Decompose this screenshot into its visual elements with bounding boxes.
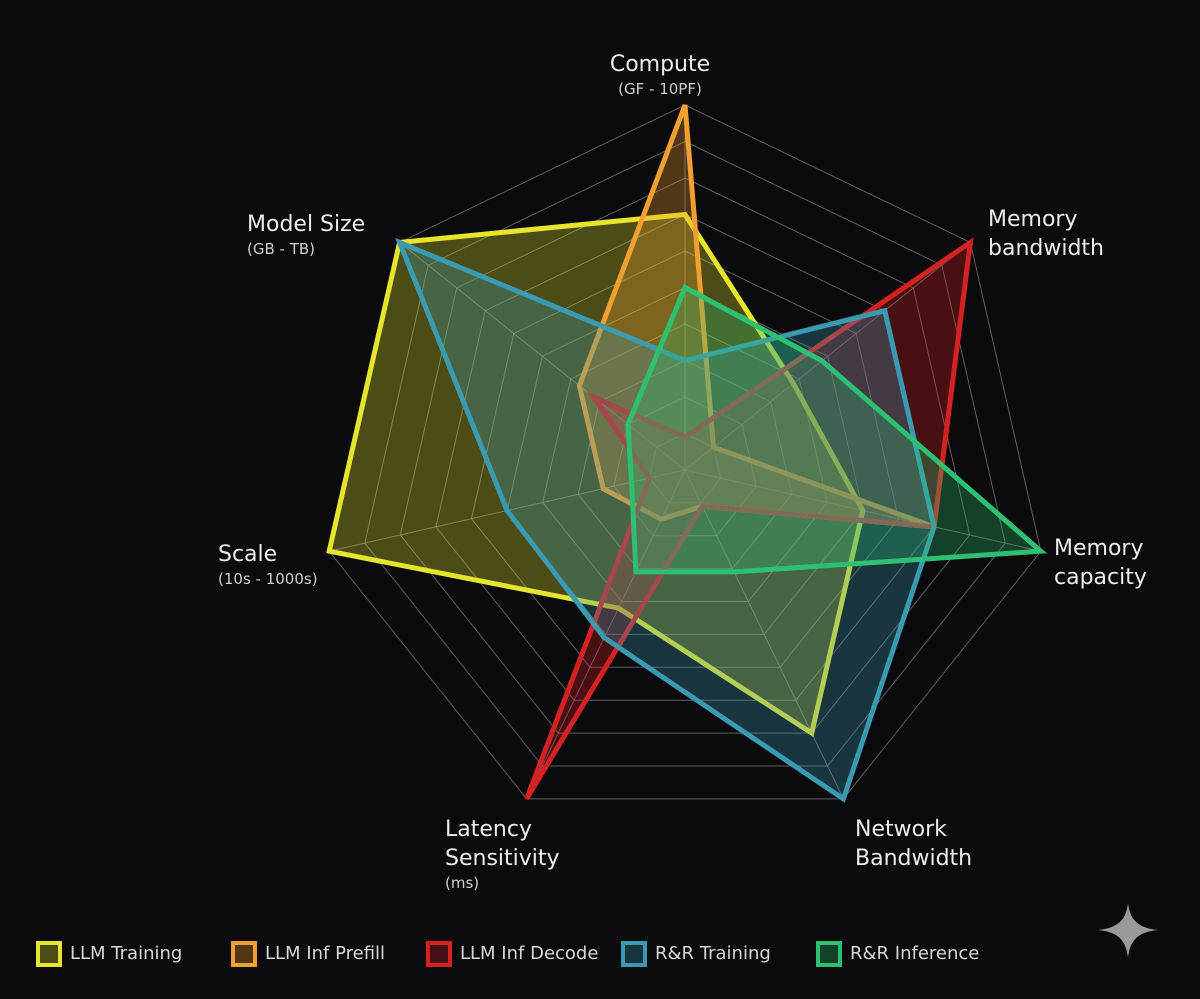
legend-swatch xyxy=(621,941,647,967)
legend-label: R&R Inference xyxy=(850,943,979,964)
legend-label: LLM Training xyxy=(70,943,182,964)
axis-label: Scale (10s - 1000s) xyxy=(218,540,318,589)
axis-name: Model Size xyxy=(247,212,366,237)
axis-label: Latency Sensitivity (ms) xyxy=(445,815,595,893)
legend-item: LLM Inf Decode xyxy=(426,941,598,967)
axis-unit: (GF - 10PF) xyxy=(618,80,702,98)
legend-label: LLM Inf Prefill xyxy=(265,943,385,964)
sparkle-icon xyxy=(1098,903,1158,958)
legend-label: R&R Training xyxy=(655,943,771,964)
grid-spoke xyxy=(684,469,844,800)
legend-item: R&R Training xyxy=(621,941,771,967)
axis-name: Memory bandwidth xyxy=(988,207,1104,261)
axis-unit: (GB - TB) xyxy=(247,240,316,258)
legend-item: LLM Training xyxy=(36,941,182,967)
legend-swatch xyxy=(231,941,257,967)
series-area xyxy=(524,237,974,801)
legend-swatch xyxy=(426,941,452,967)
legend-item: LLM Inf Prefill xyxy=(231,941,385,967)
grid-ring xyxy=(399,177,971,734)
series-area xyxy=(326,211,866,738)
axis-name: Compute xyxy=(609,52,711,77)
axis-label: Memory capacity xyxy=(1054,534,1200,592)
series-area xyxy=(625,283,1048,575)
axis-label: Model Size (GB - TB) xyxy=(247,210,365,259)
legend-label: LLM Inf Decode xyxy=(460,943,598,964)
axis-name: Latency Sensitivity xyxy=(445,817,560,871)
grid-ring xyxy=(506,286,864,635)
grid-spoke xyxy=(684,242,971,471)
axis-label: Compute (GF - 10PF) xyxy=(585,50,735,99)
series-area xyxy=(576,104,935,530)
legend-swatch xyxy=(36,941,62,967)
grid-ring xyxy=(470,250,900,668)
axis-name: Scale xyxy=(218,542,278,567)
axis-unit: (ms) xyxy=(445,874,480,892)
axis-name: Network Bandwidth xyxy=(855,817,973,871)
legend-swatch xyxy=(816,941,842,967)
grid-spoke xyxy=(526,469,686,800)
grid-spoke xyxy=(399,242,686,471)
axis-unit: (10s - 1000s) xyxy=(218,570,318,588)
grid-ring xyxy=(577,359,793,570)
axis-label: Network Bandwidth xyxy=(855,815,1005,873)
axis-label: Memory bandwidth xyxy=(988,205,1138,263)
legend-item: R&R Inference xyxy=(816,941,979,967)
grid-ring xyxy=(364,140,1006,767)
axis-name: Memory capacity xyxy=(1054,536,1147,590)
grid-ring xyxy=(648,432,722,504)
series-area xyxy=(395,237,937,803)
